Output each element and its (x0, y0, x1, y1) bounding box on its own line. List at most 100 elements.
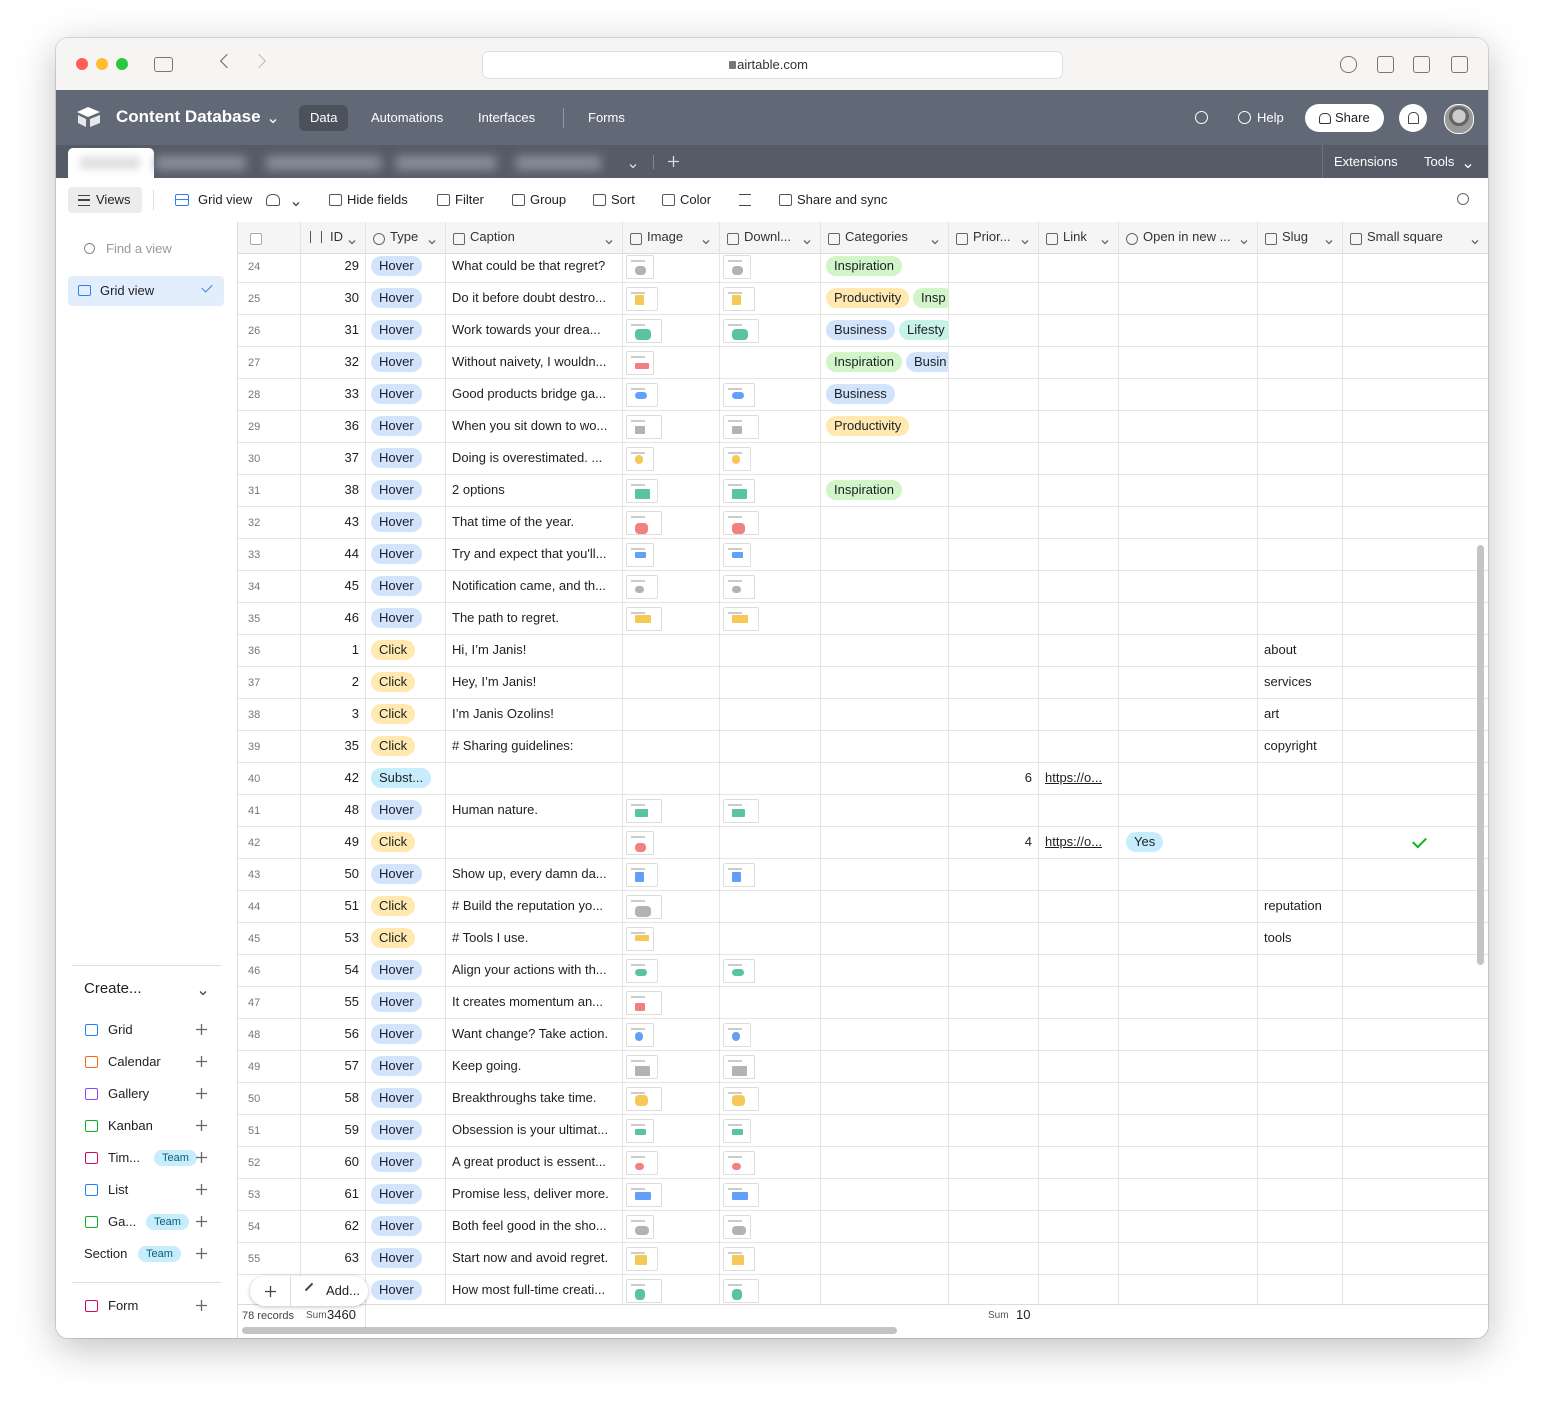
select-all[interactable] (250, 233, 262, 245)
sidebar-toggle[interactable] (154, 57, 173, 72)
thumbnail[interactable] (723, 1279, 759, 1303)
column-header[interactable]: Small square (1342, 222, 1488, 253)
thumbnail[interactable] (626, 1023, 654, 1047)
thumbnail[interactable] (723, 1023, 751, 1047)
thumbnail[interactable] (723, 1055, 755, 1079)
tools-button[interactable]: Tools (1424, 154, 1455, 169)
app-tab[interactable]: Automations (371, 110, 444, 125)
thumbnail[interactable] (626, 319, 662, 343)
toolbar-button[interactable]: Share and sync (797, 192, 888, 207)
create-item[interactable]: Tim... (108, 1150, 141, 1165)
thumbnail[interactable] (626, 1247, 658, 1271)
thumbnail[interactable] (723, 287, 755, 311)
share-button[interactable]: Share (1305, 104, 1384, 132)
column-header[interactable]: Image (622, 222, 719, 253)
plus-icon[interactable] (195, 1055, 208, 1068)
plus-icon[interactable] (195, 1299, 208, 1312)
thumbnail[interactable] (626, 799, 662, 823)
thumbnail[interactable] (626, 1215, 654, 1239)
thumbnail[interactable] (723, 607, 759, 631)
avatar[interactable] (1444, 104, 1474, 134)
thumbnail[interactable] (626, 1183, 662, 1207)
browser-action[interactable] (1451, 56, 1468, 73)
plus-icon[interactable] (195, 1183, 208, 1196)
add-button[interactable]: Add... (326, 1283, 360, 1298)
thumbnail[interactable] (626, 991, 662, 1015)
blurred-table-tab[interactable] (396, 156, 496, 170)
vertical-scrollbar[interactable] (1477, 545, 1484, 965)
thumbnail[interactable] (626, 383, 658, 407)
column-header[interactable]: Downl... (719, 222, 820, 253)
thumbnail[interactable] (626, 415, 662, 439)
plus-icon[interactable] (195, 1151, 208, 1164)
traffic-light[interactable] (96, 58, 108, 70)
thumbnail[interactable] (626, 543, 654, 567)
thumbnail[interactable] (723, 1119, 751, 1143)
create-item[interactable]: Calendar (108, 1054, 161, 1069)
traffic-light[interactable] (76, 58, 88, 70)
column-header[interactable]: Slug (1257, 222, 1342, 253)
thumbnail[interactable] (626, 255, 654, 279)
notifications[interactable] (1399, 104, 1427, 132)
thumbnail[interactable] (626, 447, 654, 471)
thumbnail[interactable] (723, 799, 759, 823)
plus-icon[interactable] (195, 1119, 208, 1132)
toolbar-button[interactable]: Color (680, 192, 712, 207)
thumbnail[interactable] (723, 1087, 759, 1111)
column-header[interactable]: ID (300, 222, 365, 253)
view-name[interactable]: Grid view (198, 192, 253, 207)
blurred-table-tab[interactable] (516, 156, 601, 170)
traffic-light[interactable] (116, 58, 128, 70)
blurred-table-tab[interactable] (156, 156, 246, 170)
browser-action[interactable] (1413, 56, 1430, 73)
thumbnail[interactable] (723, 415, 759, 439)
base-name[interactable]: Content Database (116, 107, 261, 126)
toolbar-button[interactable]: Filter (455, 192, 484, 207)
create-item[interactable]: Section (84, 1246, 128, 1261)
column-header[interactable]: Type (365, 222, 445, 253)
thumbnail[interactable] (626, 351, 654, 375)
create-label[interactable]: Create... (84, 980, 142, 997)
plus-icon[interactable] (195, 1023, 208, 1036)
thumbnail[interactable] (626, 831, 654, 855)
app-tab[interactable]: Interfaces (478, 110, 536, 125)
plus-icon[interactable] (195, 1247, 208, 1260)
create-item[interactable]: Ga... (108, 1214, 137, 1229)
address-bar[interactable]: airtable.com (482, 51, 1063, 79)
horizontal-scrollbar[interactable] (242, 1327, 897, 1334)
plus-icon[interactable] (195, 1215, 208, 1228)
help-button[interactable]: Help (1257, 110, 1284, 125)
help-icon[interactable] (1238, 111, 1251, 124)
browser-action[interactable] (1377, 56, 1394, 73)
create-item[interactable]: Gallery (108, 1086, 150, 1101)
thumbnail[interactable] (723, 479, 755, 503)
app-tab[interactable]: Data (299, 105, 349, 131)
link-cell[interactable]: https://o... (1045, 770, 1103, 785)
create-item[interactable]: List (108, 1182, 129, 1197)
thumbnail[interactable] (723, 255, 751, 279)
toolbar-button[interactable]: Group (530, 192, 567, 207)
thumbnail[interactable] (626, 1055, 658, 1079)
thumbnail[interactable] (626, 1087, 662, 1111)
thumbnail[interactable] (626, 1119, 654, 1143)
search-icon[interactable] (1457, 193, 1469, 205)
toolbar-button[interactable]: Sort (611, 192, 635, 207)
find-view-input[interactable]: Find a view (106, 241, 172, 256)
column-header[interactable]: Open in new ... (1118, 222, 1257, 253)
blurred-table-tab[interactable] (266, 156, 381, 170)
thumbnail[interactable] (626, 863, 658, 887)
thumbnail[interactable] (723, 1151, 755, 1175)
thumbnail[interactable] (723, 1183, 759, 1207)
view-item[interactable]: Grid view (68, 276, 224, 306)
column-header[interactable]: Caption (445, 222, 622, 253)
plus-icon[interactable] (264, 1285, 277, 1298)
thumbnail[interactable] (723, 959, 755, 983)
plus-icon[interactable] (195, 1087, 208, 1100)
thumbnail[interactable] (626, 959, 658, 983)
toolbar-button[interactable]: Hide fields (347, 192, 408, 207)
history-icon[interactable] (1195, 111, 1208, 124)
thumbnail[interactable] (626, 1151, 658, 1175)
thumbnail[interactable] (626, 607, 662, 631)
thumbnail[interactable] (626, 287, 658, 311)
plus-icon[interactable] (667, 155, 680, 168)
